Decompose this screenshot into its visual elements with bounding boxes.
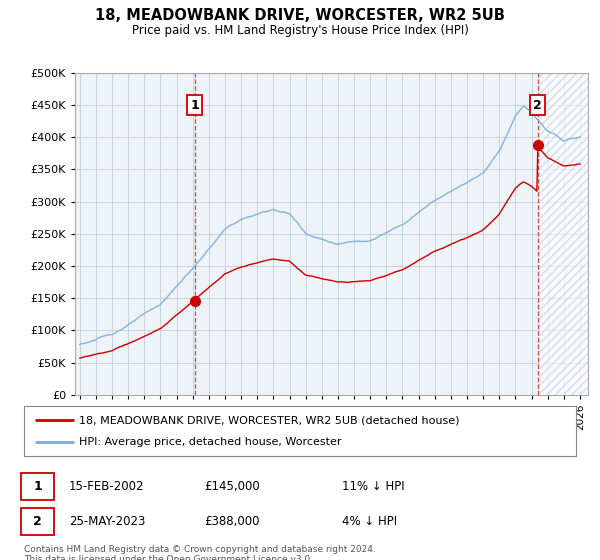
Bar [539, 73, 588, 395]
Text: 2: 2 [33, 515, 42, 528]
Text: 15-FEB-2002: 15-FEB-2002 [69, 480, 145, 493]
Text: 18, MEADOWBANK DRIVE, WORCESTER, WR2 5UB: 18, MEADOWBANK DRIVE, WORCESTER, WR2 5UB [95, 8, 505, 24]
Text: 4% ↓ HPI: 4% ↓ HPI [342, 515, 397, 528]
Text: 1: 1 [190, 99, 199, 111]
Text: £388,000: £388,000 [204, 515, 260, 528]
Text: Contains HM Land Registry data © Crown copyright and database right 2024.
This d: Contains HM Land Registry data © Crown c… [24, 545, 376, 560]
Text: 2: 2 [533, 99, 542, 111]
Text: 11% ↓ HPI: 11% ↓ HPI [342, 480, 404, 493]
Text: £145,000: £145,000 [204, 480, 260, 493]
Text: 25-MAY-2023: 25-MAY-2023 [69, 515, 145, 528]
Text: 18, MEADOWBANK DRIVE, WORCESTER, WR2 5UB (detached house): 18, MEADOWBANK DRIVE, WORCESTER, WR2 5UB… [79, 415, 460, 425]
Text: HPI: Average price, detached house, Worcester: HPI: Average price, detached house, Worc… [79, 437, 342, 447]
Text: 1: 1 [33, 480, 42, 493]
Text: Price paid vs. HM Land Registry's House Price Index (HPI): Price paid vs. HM Land Registry's House … [131, 24, 469, 36]
